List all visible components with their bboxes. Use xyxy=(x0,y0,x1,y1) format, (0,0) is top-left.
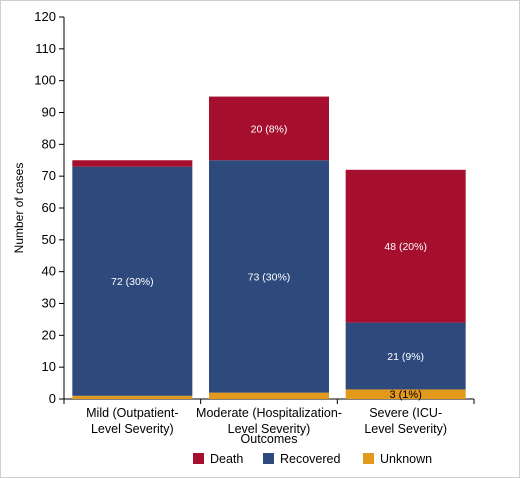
axes: 0 10 20 30 40 50 60 70 80 90 100 110 120 Number of ca… xyxy=(12,9,475,446)
y-tick-label: 100 xyxy=(34,73,56,88)
x-tick-label: Mild (Outpatient- Level Severity) xyxy=(86,406,178,436)
y-tick-label: 120 xyxy=(34,9,56,24)
x-tick-label-line: Level Severity) xyxy=(364,422,447,436)
bar-recovered xyxy=(345,322,466,390)
bar-death xyxy=(72,160,193,167)
bar-unknown xyxy=(345,389,466,399)
x-tick-label-line: Moderate (Hospitalization- xyxy=(196,406,342,420)
y-tick-label: 40 xyxy=(42,264,56,279)
legend-label-death: Death xyxy=(210,452,243,466)
bar-death xyxy=(345,169,466,323)
x-tick-label: Moderate (Hospitalization- Level Severity… xyxy=(196,406,342,436)
data-label-recovered: 21 (9%) xyxy=(387,351,424,363)
data-label-recovered: 73 (30%) xyxy=(248,271,291,283)
bar-unknown xyxy=(72,395,193,399)
y-tick-label: 80 xyxy=(42,136,56,151)
data-label-death: 20 (8%) xyxy=(251,123,288,135)
legend-swatch-death xyxy=(193,453,204,464)
y-tick-label: 50 xyxy=(42,232,56,247)
data-label-unknown: 3 (1%) xyxy=(389,389,421,401)
data-labels: 72 (30%) 73 (30%) 20 (8%) 3 (1%) 21 (9%) 48 (… xyxy=(111,123,427,401)
x-tick-label-line: Level Severity) xyxy=(228,422,311,436)
legend-label-unknown: Unknown xyxy=(380,452,432,466)
bar-recovered xyxy=(209,160,329,393)
data-label-death: 48 (20%) xyxy=(384,241,427,253)
y-tick-label: 70 xyxy=(42,168,56,183)
x-tick-label-line: Severe (ICU- xyxy=(369,406,442,420)
data-label-recovered: 72 (30%) xyxy=(111,276,154,288)
bar-death xyxy=(209,96,329,161)
y-tick-label: 20 xyxy=(42,327,56,342)
x-tick-label: Severe (ICU- Level Severity) xyxy=(364,406,447,436)
legend-swatch-recovered xyxy=(263,453,274,464)
y-tick-label: 60 xyxy=(42,200,56,215)
legend-label-recovered: Recovered xyxy=(280,452,340,466)
legend: Death Recovered Unknown xyxy=(193,452,432,466)
y-tick-label: 10 xyxy=(42,359,56,374)
y-tick-label: 0 xyxy=(49,391,56,406)
x-tick-label-line: Level Severity) xyxy=(91,422,174,436)
y-axis-label: Number of cases xyxy=(12,163,26,254)
legend-swatch-unknown xyxy=(363,453,374,464)
x-axis-label: Outcomes xyxy=(241,432,298,446)
bars xyxy=(72,96,466,399)
bar-unknown xyxy=(209,392,329,399)
y-tick-label: 110 xyxy=(35,41,56,56)
x-tick-label-line: Mild (Outpatient- xyxy=(86,406,178,420)
y-tick-label: 90 xyxy=(42,105,56,120)
y-tick-label: 30 xyxy=(42,296,56,311)
bar-recovered xyxy=(72,166,193,396)
